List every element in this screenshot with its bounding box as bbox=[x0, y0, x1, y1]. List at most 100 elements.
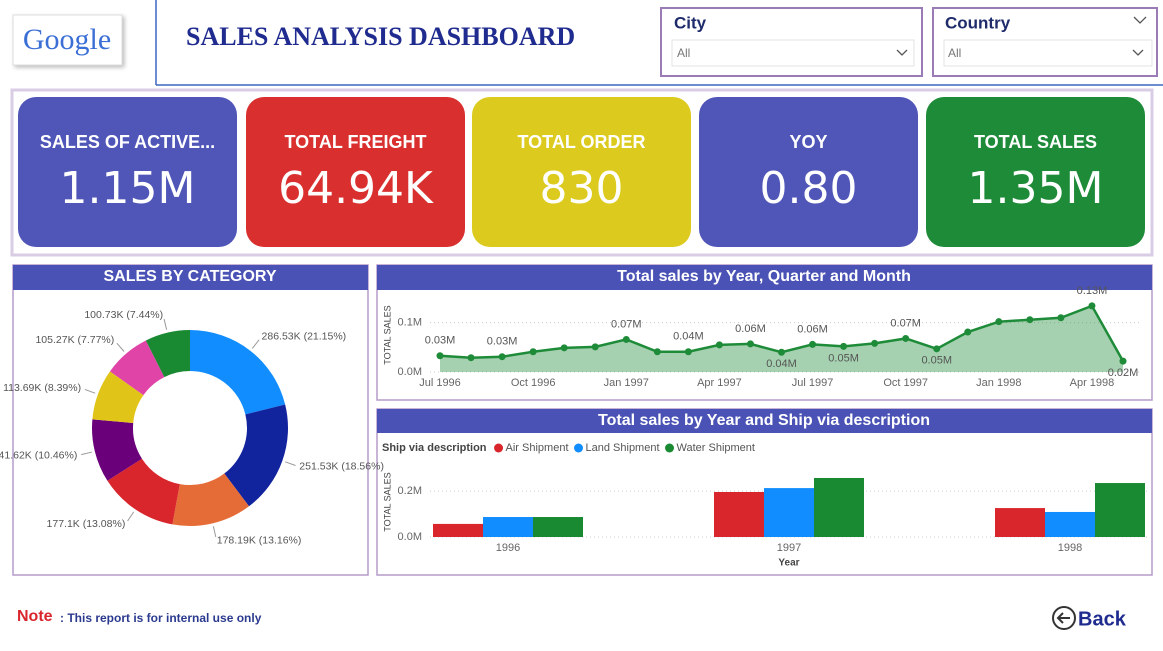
leader-line bbox=[284, 461, 296, 466]
pie-slice bbox=[172, 473, 249, 526]
filter-label: Country bbox=[945, 13, 1011, 32]
bar bbox=[814, 477, 864, 537]
kpi-card bbox=[18, 97, 237, 247]
back-icon bbox=[1052, 606, 1076, 630]
pie-slice bbox=[92, 419, 142, 481]
pie-slice bbox=[190, 330, 286, 415]
kpi-value: 1.15M bbox=[60, 163, 196, 214]
point bbox=[1119, 357, 1127, 365]
leader-line bbox=[127, 511, 135, 522]
data-label: 100.73K (7.44%) bbox=[84, 309, 163, 321]
bar bbox=[995, 508, 1045, 537]
legend-label: Water Shipment bbox=[677, 442, 755, 454]
leader-line bbox=[84, 388, 96, 394]
back-button[interactable]: Back bbox=[1052, 606, 1127, 630]
x-tick-label: Jan 1998 bbox=[976, 377, 1021, 389]
y-tick-label: 0.0M bbox=[398, 366, 422, 378]
point bbox=[1026, 316, 1034, 324]
area bbox=[440, 305, 1123, 372]
kpi-card bbox=[699, 97, 918, 247]
point bbox=[1057, 314, 1065, 322]
dropdown[interactable] bbox=[671, 39, 915, 67]
kpi-value: 0.80 bbox=[760, 163, 858, 214]
leader-line bbox=[212, 526, 217, 538]
dashboard-title: SALES ANALYSIS DASHBOARD bbox=[186, 22, 575, 51]
y-tick-label: 0.0M bbox=[398, 531, 422, 543]
legend-swatch bbox=[574, 443, 584, 453]
data-label: 0.04M bbox=[766, 358, 797, 370]
data-label: 141.62K (10.46%) bbox=[0, 449, 77, 461]
chevron bbox=[1132, 49, 1144, 56]
panel-header bbox=[377, 265, 1152, 290]
x-tick-label: 1997 bbox=[777, 542, 801, 554]
legend-swatch bbox=[494, 443, 504, 453]
pie-slice bbox=[145, 330, 190, 378]
filter-label: City bbox=[674, 13, 707, 32]
x-tick-label: Oct 1996 bbox=[511, 377, 556, 389]
dropdown-value: All bbox=[677, 46, 690, 60]
country-filter[interactable]: Country All bbox=[932, 7, 1158, 77]
bar bbox=[533, 517, 583, 537]
data-label: 251.53K (18.56%) bbox=[299, 461, 384, 473]
leader-line bbox=[81, 451, 93, 456]
data-label: 0.07M bbox=[890, 317, 921, 329]
data-label: 0.05M bbox=[828, 352, 859, 364]
dropdown[interactable] bbox=[943, 39, 1153, 67]
bar bbox=[433, 523, 483, 537]
data-label: 0.06M bbox=[797, 323, 828, 335]
leader-line bbox=[251, 339, 260, 349]
point bbox=[653, 348, 661, 356]
point bbox=[964, 328, 972, 336]
data-label: 113.69K (8.39%) bbox=[3, 382, 81, 394]
bar bbox=[714, 491, 764, 537]
data-label: 0.13M bbox=[1077, 285, 1108, 297]
panel-header bbox=[13, 265, 368, 290]
y-axis-label: TOTAL SALES bbox=[382, 305, 392, 364]
legend-label: Land Shipment bbox=[586, 442, 660, 454]
data-label: 0.03M bbox=[425, 335, 456, 347]
pie-slice bbox=[107, 458, 180, 525]
kpi-card bbox=[926, 97, 1145, 247]
point bbox=[498, 353, 506, 361]
kpi-value: 830 bbox=[540, 163, 624, 214]
kpi-label: TOTAL FREIGHT bbox=[285, 132, 427, 152]
note-text: : This report is for internal use only bbox=[60, 611, 262, 625]
legend-label: Air Shipment bbox=[506, 442, 569, 454]
bar bbox=[1045, 511, 1095, 537]
point bbox=[467, 354, 475, 362]
point bbox=[622, 335, 630, 343]
data-label: 0.05M bbox=[921, 355, 952, 367]
point bbox=[995, 318, 1003, 326]
x-tick-label: Jul 1996 bbox=[419, 377, 461, 389]
kpi-label: TOTAL SALES bbox=[974, 132, 1097, 152]
point bbox=[933, 345, 941, 353]
chevron bbox=[1133, 16, 1147, 24]
chart-title: Total sales by Year, Quarter and Month bbox=[617, 268, 911, 285]
chart-title: SALES BY CATEGORY bbox=[103, 268, 276, 285]
point bbox=[529, 348, 537, 356]
pie-slice bbox=[109, 340, 165, 396]
y-tick-label: 0.2M bbox=[398, 485, 422, 497]
y-tick-label: 0.1M bbox=[398, 317, 422, 329]
chart-title: Total sales by Year and Ship via descrip… bbox=[598, 412, 930, 429]
city-filter[interactable]: City All bbox=[660, 7, 923, 77]
point bbox=[809, 340, 817, 348]
x-tick-label: 1996 bbox=[496, 542, 520, 554]
legend-title: Ship via description bbox=[382, 442, 487, 454]
leader-line bbox=[163, 318, 168, 330]
legend-swatch bbox=[665, 443, 675, 453]
data-label: 0.07M bbox=[611, 318, 642, 330]
data-label: 0.04M bbox=[673, 331, 704, 343]
point bbox=[1088, 302, 1096, 310]
kpi-value: 1.35M bbox=[968, 163, 1104, 214]
bar bbox=[764, 488, 814, 537]
data-label: 0.03M bbox=[487, 336, 518, 348]
x-tick-label: Jul 1997 bbox=[792, 377, 834, 389]
kpi-label: TOTAL ORDER bbox=[517, 132, 645, 152]
point bbox=[778, 348, 785, 356]
logo-box bbox=[12, 14, 123, 66]
leader-line bbox=[116, 342, 125, 352]
point bbox=[684, 348, 692, 356]
point bbox=[715, 341, 723, 349]
